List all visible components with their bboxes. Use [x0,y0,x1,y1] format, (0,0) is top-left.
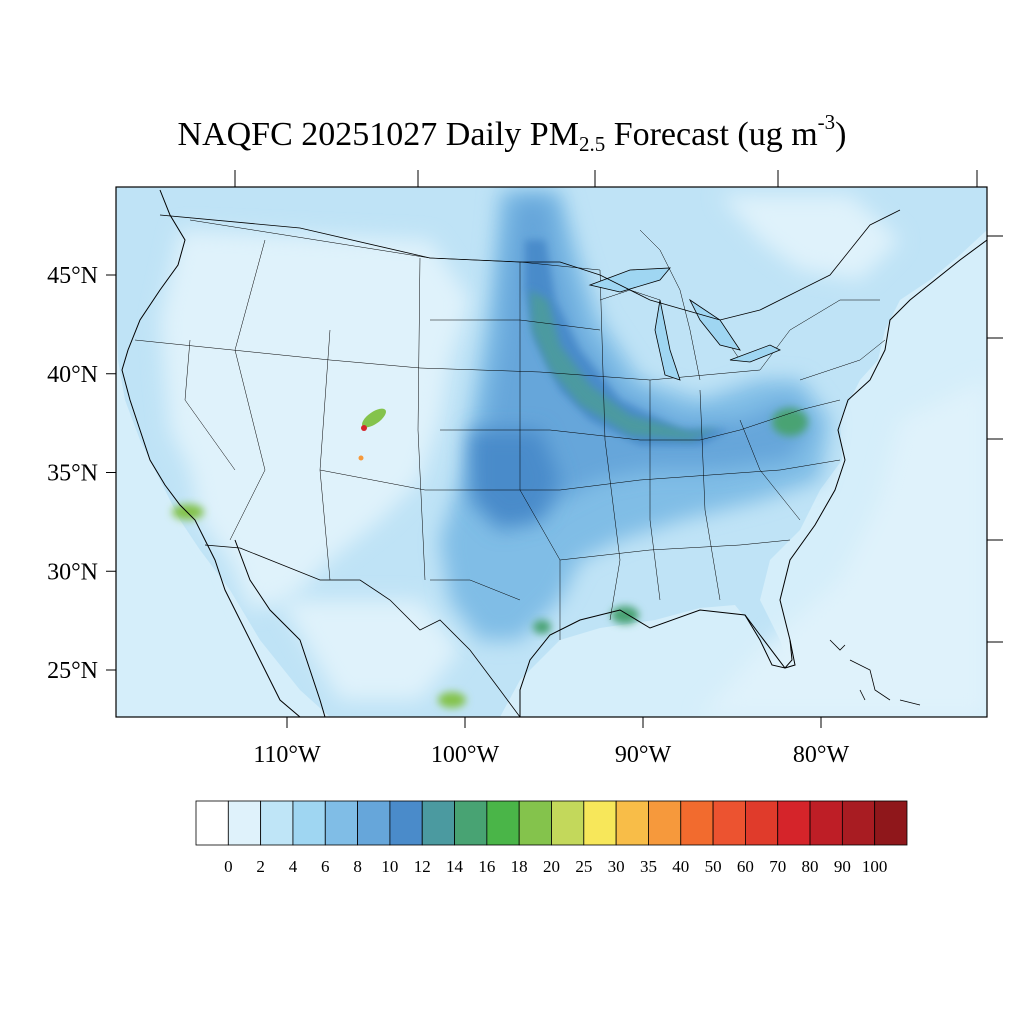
map-frame [115,186,988,718]
colorbar-label: 8 [353,857,362,876]
colorbar-swatch [648,800,682,846]
hotspot-virginia [772,408,808,436]
colorbar-swatch [227,800,262,846]
colorbar-swatch [809,800,843,846]
title-prefix: NAQFC 20251027 Daily PM [177,116,579,153]
colorbar-swatch [583,800,617,846]
low-pm-atlantic [700,380,987,717]
colorbar-swatch [518,800,552,846]
lat-tick-label: 35°N [47,461,98,487]
colorbar-swatch [874,800,908,846]
title-middle: Forecast (ug m [605,116,818,153]
latitude-axis: 45°N 40°N 35°N 30°N 25°N [47,263,116,684]
colorbar-label: 4 [289,857,298,876]
state-boundaries [134,219,886,640]
colorbar-swatch [680,800,714,846]
colorbar-label: 50 [705,857,722,876]
colorbar-swatch [195,800,229,846]
colorbar-swatch [551,800,585,846]
hotspot-louisiana [611,606,639,624]
lon-tick-label: 80°W [793,742,850,768]
colorbar-label: 0 [224,857,233,876]
colorbar-label: 16 [478,857,495,876]
colorbar-swatch [292,800,326,846]
colorbar-swatch [421,800,455,846]
colorbar-label: 30 [608,857,625,876]
lat-tick-label: 30°N [47,559,98,585]
hotspot-southern-california [172,504,204,520]
colorbar-swatch [777,800,811,846]
colorbar-swatch [260,800,294,846]
caribbean-islands [829,639,921,706]
title-suffix: ) [835,116,847,153]
colorbar: 0 2 4 6 8 10 12 14 16 18 20 25 30 35 40 50 60 70 80 90 100 [195,800,908,876]
low-pm-northeast [720,195,900,280]
colorbar-label: 35 [640,857,657,876]
colorbar-swatch [712,800,746,846]
colorbar-label: 80 [802,857,819,876]
hotspot-new-mexico [358,455,364,461]
colorbar-label: 14 [446,857,464,876]
hotspot-houston [533,620,551,634]
lat-tick-label: 45°N [47,263,98,289]
colorbar-swatch [745,800,779,846]
colorbar-label: 2 [256,857,265,876]
colorbar-label: 20 [543,857,560,876]
pm-green-band [530,290,720,440]
hotspot-colorado-core [361,425,367,431]
lon-tick-label: 90°W [615,742,672,768]
colorbar-swatch [841,800,876,846]
colorbar-swatch [486,800,520,846]
colorbar-label: 40 [672,857,689,876]
lon-tick-label: 110°W [253,742,321,768]
lat-tick-label: 25°N [47,658,98,684]
mexico-border [204,544,521,717]
longitude-axis: 110°W 100°W 90°W 80°W [253,717,849,768]
colorbar-label: 100 [862,857,888,876]
lon-tick-label: 100°W [431,742,500,768]
title-subscript: 2.5 [578,132,606,156]
hotspot-mexico [438,692,466,708]
colorbar-swatch [324,800,358,846]
map-title: NAQFC 20251027 Daily PM2.5 Forecast (ug … [0,112,1024,158]
colorbar-label: 18 [511,857,528,876]
frame-ticks [234,170,1003,643]
lat-tick-label: 40°N [47,362,98,388]
colorbar-swatch [357,800,391,846]
colorbar-swatch [615,800,649,846]
colorbar-label: 70 [769,857,786,876]
pm-band-core [480,200,810,520]
florida-outline [744,614,793,669]
colorbar-label: 25 [575,857,592,876]
pm-lower-great-plains [470,430,560,530]
hotspot-colorado [362,408,386,428]
low-pm-west [160,230,470,610]
colorbar-label: 60 [737,857,754,876]
colorbar-label: 10 [381,857,398,876]
colorbar-label: 12 [414,857,431,876]
colorbar-label: 90 [834,857,851,876]
colorbar-swatch [454,800,488,846]
title-superscript: -3 [817,110,836,134]
coastline [121,189,987,717]
canada-border [159,209,901,321]
map-plot-area [116,187,987,717]
colorbar-label: 6 [321,857,330,876]
colorbar-swatch [389,800,423,846]
